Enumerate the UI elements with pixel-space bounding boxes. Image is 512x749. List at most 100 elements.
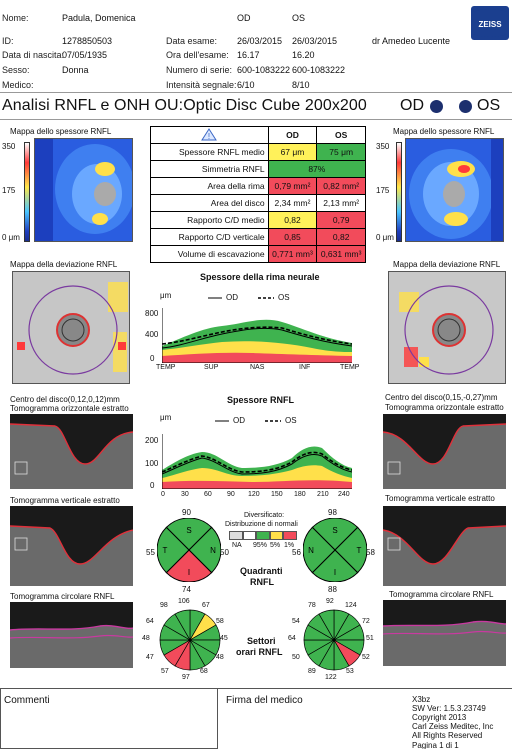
os-quad-right: 58 [366,548,375,557]
info-line: All Rights Reserved [412,731,483,740]
od-quad-right: 50 [220,548,229,557]
svg-text:ZEISS: ZEISS [478,20,502,29]
info-line: Pagina 1 di 1 [412,741,459,749]
chart2-ytick-100: 100 [145,459,159,468]
table-header-row: ! OD OS [150,126,366,144]
table-row: Rapporto C/D verticale 0,85 0,82 [150,228,366,246]
od-clock-value: 97 [182,674,190,681]
row-label: Area del disco [150,194,269,212]
os-quad-S: S [332,526,337,535]
row-od-value: 0,85 [267,228,318,246]
table-row: Area del disco 2,34 mm² 2,13 mm² [150,194,366,212]
chart1-ytick-0: 0 [150,354,155,363]
chart1-xtick: TEMP [340,364,360,371]
exam-date-od: 26/03/2015 [237,36,283,46]
os-clock-value: 89 [308,668,316,675]
sex-value: Donna [62,65,89,75]
od-clock-value: 45 [220,635,228,642]
name-label: Nome: [2,13,29,23]
os-quad-bottom: 88 [328,585,337,594]
os-scale-0: 0 μm [376,233,394,242]
row-od-value: 0,771 mm³ [267,245,318,263]
comments-box[interactable]: Commenti [0,688,218,749]
chart2-legend-os: OS [285,416,297,425]
table-row: Volume di escavazione 0,771 mm³ 0,631 mm… [150,245,366,263]
os-quad-T: T [357,546,362,555]
chart1-ytick-400: 400 [145,330,159,339]
os-thickness-map-image [406,139,503,241]
title-os: OS [477,97,501,114]
chart2-xtick: 60 [204,491,212,498]
parameters-table: ! OD OS Spessore RNFL medio 67 μm 75 μm … [150,126,367,263]
os-clock-value: 51 [366,635,374,642]
signal-label: Intensità segnale: [166,80,237,90]
chart1-xtick: INF [299,364,311,371]
os-circ-title: Tomogramma circolare RNFL [389,590,494,599]
od-horiz-title: Tomogramma orizzontale estratto [10,404,129,413]
title-bar: Analisi RNFL e ONH OU:Optic Disc Cube 20… [0,92,512,120]
od-clock-value: 98 [160,602,168,609]
dist-legend-title1: Diversificato: [244,512,285,519]
os-deviation-image [389,272,505,383]
row-label: Simmetria RNFL [150,160,269,178]
od-clock-value: 57 [161,668,169,675]
signature-box[interactable]: Firma del medico [218,688,394,749]
os-clock-value: 53 [346,668,354,675]
row-os-value: 0,631 mm³ [316,245,366,263]
os-clock-value: 72 [362,618,370,625]
os-clock-value: 92 [326,598,334,605]
os-circular-tomogram-image [383,600,506,666]
chart2-xtick: 30 [181,491,189,498]
serial-od: 600-1083222 [237,65,291,75]
od-quad-T: T [163,546,168,555]
os-deviation-title: Mappa della deviazione RNFL [393,260,501,269]
dob-label: Data di nascita: [2,50,65,60]
od-circular-tomogram-image [10,602,133,668]
chart1-xtick: SUP [204,364,219,371]
info-line: SW Ver: 1.5.3.23749 [412,704,486,713]
signature-label: Firma del medico [226,695,303,706]
exam-time-os: 16.20 [292,50,315,60]
os-horizontal-tomogram-image [383,414,506,489]
dob-value: 07/05/1935 [62,50,108,60]
chart2-xtick: 210 [317,491,329,498]
swatch-green [256,531,270,540]
parameters-grid: ! OD OS Spessore RNFL medio 67 μm 75 μm … [150,126,367,263]
exam-time-label: Ora dell'esame: [166,50,229,60]
od-clock-value: 48 [216,654,224,661]
od-clock-value: 68 [200,668,208,675]
signal-os: 8/10 [292,80,310,90]
os-thickness-title: Mappa dello spessore RNFL [393,127,495,136]
od-eye-dot-icon [430,100,443,113]
exam-time-od: 16.17 [237,50,260,60]
row-label: Volume di escavazione [150,245,269,263]
od-clock-value: 64 [146,618,154,625]
od-deviation-title: Mappa della deviazione RNFL [10,260,118,269]
os-scale-350: 350 [376,142,390,151]
header-os: OS [292,13,306,23]
os-quad-top: 98 [328,508,337,517]
os-quadrant-chart: S N T I [303,518,367,582]
od-quad-top: 90 [182,508,191,517]
row-label: Area della rima [150,177,269,195]
os-clock-value: 78 [308,602,316,609]
od-clock-value: 106 [178,598,190,605]
row-os-value: 0,79 [316,211,366,229]
chart2-ytick-0: 0 [150,481,155,490]
quadrants-label1: Quadranti [240,566,283,576]
od-clock-value: 58 [216,618,224,625]
chart2-xtick: 120 [248,491,260,498]
patient-header: Nome: Padula, Domenica ID: 1278850503 Da… [0,0,512,92]
serial-os: 600-1083222 [292,65,346,75]
chart2-xtick: 0 [161,491,165,498]
chart1-ytick-800: 800 [145,309,159,318]
os-clock-value: 52 [362,654,370,661]
table-row: Spessore RNFL medio 67 μm 75 μm [150,143,366,161]
swatch-yellow [269,531,284,540]
dist-label-1: 1% [284,542,295,549]
os-clock-value: 50 [292,654,300,661]
chart2-xtick: 180 [294,491,306,498]
os-quad-I: I [334,568,336,577]
swatch-red [283,531,297,540]
chart2-xtick: 240 [338,491,350,498]
